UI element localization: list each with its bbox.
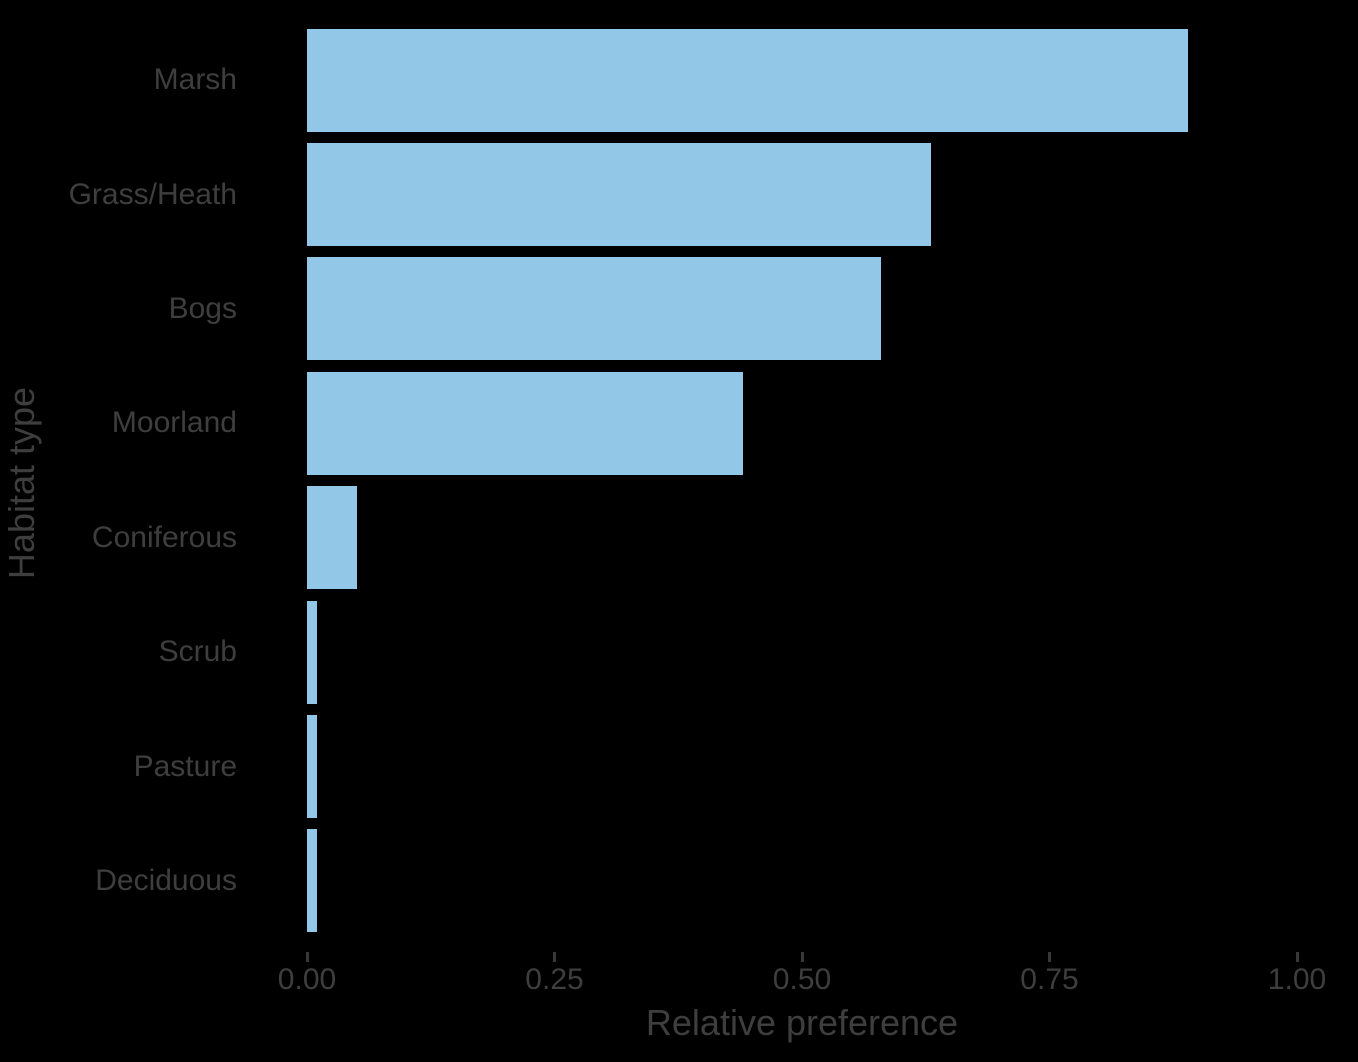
category-label: Deciduous xyxy=(95,863,237,897)
x-tick-mark xyxy=(553,952,556,962)
bar xyxy=(307,829,317,933)
x-tick-label: 1.00 xyxy=(1267,963,1327,996)
bar xyxy=(307,28,1189,132)
x-tick-label: 0.50 xyxy=(772,963,832,996)
category-label: Marsh xyxy=(153,63,237,97)
bar xyxy=(307,143,931,246)
bar xyxy=(307,371,743,475)
bar xyxy=(307,486,357,590)
bar xyxy=(307,600,317,704)
bar xyxy=(307,257,882,361)
x-tick-label: 0.75 xyxy=(1020,963,1079,996)
category-label: Coniferous xyxy=(91,520,237,554)
x-tick-label: 0.00 xyxy=(277,963,337,996)
category-label: Moorland xyxy=(111,406,237,440)
category-label: Grass/Heath xyxy=(68,177,237,211)
category-label: Pasture xyxy=(133,749,237,783)
x-axis-title: Relative preference xyxy=(645,1002,959,1043)
bar xyxy=(307,715,317,818)
x-tick-mark xyxy=(800,952,804,962)
x-tick-mark xyxy=(1295,952,1299,962)
x-tick-mark xyxy=(305,952,309,962)
category-label: Bogs xyxy=(168,291,237,325)
x-tick-mark xyxy=(1048,952,1051,962)
category-label: Scrub xyxy=(158,635,237,669)
x-tick-label: 0.25 xyxy=(525,963,584,996)
